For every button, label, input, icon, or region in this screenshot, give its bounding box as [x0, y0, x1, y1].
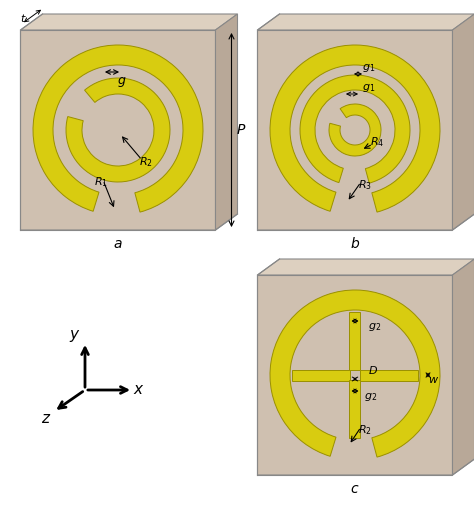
Wedge shape — [33, 45, 203, 212]
Polygon shape — [257, 275, 453, 475]
Text: $g_1$: $g_1$ — [362, 62, 376, 74]
Wedge shape — [66, 78, 170, 182]
Polygon shape — [257, 30, 453, 230]
Text: $a$: $a$ — [113, 237, 123, 251]
Polygon shape — [257, 259, 474, 275]
Text: $y$: $y$ — [69, 328, 81, 344]
Text: $g$: $g$ — [117, 75, 127, 89]
Polygon shape — [453, 259, 474, 475]
Text: $P$: $P$ — [237, 123, 246, 137]
Wedge shape — [329, 104, 381, 156]
Text: $R_1$: $R_1$ — [94, 175, 108, 189]
Text: $R_2$: $R_2$ — [358, 423, 372, 437]
Text: $R_2$: $R_2$ — [139, 155, 153, 169]
Text: $g_1$: $g_1$ — [362, 82, 376, 94]
Polygon shape — [216, 14, 237, 230]
Text: $R_3$: $R_3$ — [358, 178, 372, 192]
Wedge shape — [270, 290, 440, 457]
Polygon shape — [20, 14, 237, 30]
Polygon shape — [349, 312, 361, 370]
Text: $z$: $z$ — [41, 411, 51, 426]
Wedge shape — [270, 45, 440, 212]
Polygon shape — [360, 369, 418, 381]
Text: $x$: $x$ — [133, 383, 145, 398]
Text: $c$: $c$ — [350, 482, 360, 496]
Polygon shape — [20, 30, 216, 230]
Text: $D$: $D$ — [368, 364, 378, 376]
Text: $b$: $b$ — [350, 236, 360, 251]
Polygon shape — [257, 14, 474, 30]
Text: $g_2$: $g_2$ — [365, 391, 378, 403]
Text: $g_2$: $g_2$ — [368, 321, 382, 333]
Polygon shape — [349, 380, 361, 438]
Polygon shape — [453, 14, 474, 230]
Text: $t$: $t$ — [20, 12, 27, 24]
Text: $R_4$: $R_4$ — [370, 135, 384, 149]
Text: $w$: $w$ — [428, 375, 439, 385]
Polygon shape — [292, 369, 350, 381]
Wedge shape — [300, 75, 410, 183]
